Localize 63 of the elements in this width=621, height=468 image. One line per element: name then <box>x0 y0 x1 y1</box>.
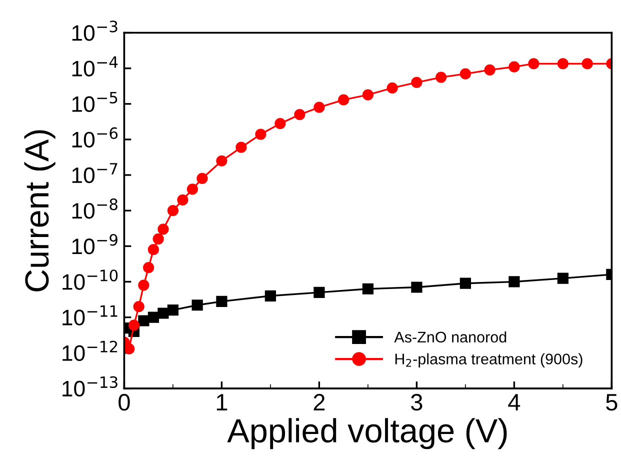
point <box>314 102 325 113</box>
point <box>158 308 169 319</box>
x-tick-label: 4 <box>508 394 520 410</box>
point <box>138 315 150 326</box>
y-axis-title: Current (A) <box>24 130 56 292</box>
point <box>436 72 447 83</box>
point <box>557 58 568 70</box>
point <box>264 290 276 302</box>
point <box>143 262 154 274</box>
point <box>460 278 471 289</box>
point <box>557 272 568 284</box>
y-tick-label: 10$^{−10}$ <box>62 270 118 290</box>
y-tick-label: 10$^{−13}$ <box>62 376 118 397</box>
point <box>362 89 374 100</box>
point <box>338 94 350 106</box>
point <box>386 82 398 94</box>
point <box>138 280 150 291</box>
point <box>177 194 188 206</box>
point <box>362 283 374 294</box>
y-tick-label: 10$^{−9}$ <box>72 234 118 254</box>
x-tick-label: 1 <box>216 394 228 410</box>
point <box>158 224 169 235</box>
point <box>148 244 160 256</box>
point <box>192 300 203 311</box>
x-tick-label: 3 <box>411 394 422 411</box>
x-tick-label: 0 <box>118 394 130 411</box>
y-tick-label: 10$^{−8}$ <box>72 198 118 219</box>
point <box>314 286 325 298</box>
point <box>294 109 306 120</box>
y-tick-label: 10$^{−5}$ <box>72 92 118 112</box>
x-tick-label: 5 <box>606 394 618 411</box>
y-tick-label: 10$^{−12}$ <box>62 340 118 361</box>
point <box>216 155 228 166</box>
point <box>411 282 422 293</box>
x-tick-label: 2 <box>314 394 325 410</box>
legend-label: As-ZnO nanorod <box>394 331 506 343</box>
point <box>274 118 286 130</box>
point <box>128 320 140 331</box>
point <box>167 304 179 316</box>
point <box>186 184 198 195</box>
point <box>148 312 160 323</box>
point <box>236 142 247 153</box>
legend-label: H$_{2}$-plasma treatment (900s) <box>395 353 582 368</box>
point <box>196 172 208 184</box>
point <box>133 301 144 312</box>
x-axis-title: Applied voltage (V) <box>227 418 507 450</box>
point <box>582 58 593 70</box>
y-tick-label: 10$^{−6}$ <box>72 127 118 148</box>
point <box>460 68 471 80</box>
point <box>508 276 520 288</box>
point <box>484 64 496 76</box>
point <box>508 61 520 72</box>
point <box>528 58 540 70</box>
point <box>255 128 266 140</box>
point <box>216 296 228 307</box>
point <box>152 233 164 244</box>
y-tick-label: 10$^{−3}$ <box>72 20 118 41</box>
point <box>124 343 135 354</box>
y-tick-label: 10$^{−4}$ <box>72 56 118 76</box>
point <box>167 205 179 216</box>
y-tick-label: 10$^{−11}$ <box>62 305 118 326</box>
y-tick-label: 10$^{−7}$ <box>72 163 118 184</box>
point <box>411 76 422 88</box>
